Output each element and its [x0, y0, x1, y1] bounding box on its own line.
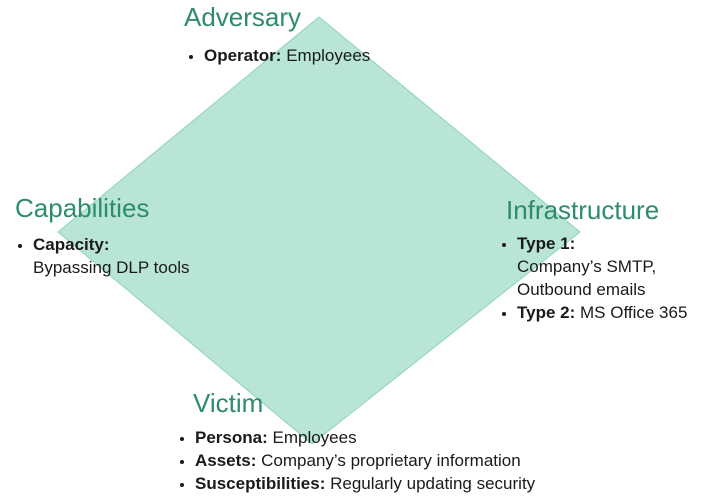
adversary-list: Operator: Employees: [186, 44, 504, 67]
item-value: Employees: [286, 46, 370, 65]
list-item: Operator: Employees: [204, 44, 504, 67]
item-value: Company’s proprietary information: [261, 451, 521, 470]
item-label: Assets:: [195, 451, 256, 470]
item-label: Capacity:: [33, 233, 293, 256]
list-item: Type 2: MS Office 365: [517, 301, 717, 324]
item-value-line1: Company’s SMTP,: [517, 255, 717, 278]
victim-heading: Victim: [193, 388, 263, 418]
capabilities-heading: Capabilities: [15, 193, 149, 223]
item-value: Employees: [272, 428, 356, 447]
item-label: Operator:: [204, 46, 281, 65]
item-label: Susceptibilities:: [195, 474, 325, 493]
item-value: Bypassing DLP tools: [33, 256, 293, 279]
list-item: Type 1: Company’s SMTP, Outbound emails: [517, 232, 717, 301]
item-value: MS Office 365: [580, 303, 687, 322]
list-item: Assets: Company’s proprietary informatio…: [195, 449, 717, 472]
list-item: Susceptibilities: Regularly updating sec…: [195, 472, 717, 495]
list-item: Persona: Employees: [195, 426, 717, 449]
adversary-heading: Adversary: [184, 2, 301, 32]
item-label: Persona:: [195, 428, 268, 447]
item-label: Type 2:: [517, 303, 575, 322]
capabilities-list: Capacity: Bypassing DLP tools: [15, 233, 293, 279]
victim-list: Persona: Employees Assets: Company’s pro…: [177, 426, 717, 495]
item-value-line2: Outbound emails: [517, 278, 717, 301]
infrastructure-list: Type 1: Company’s SMTP, Outbound emails …: [499, 232, 717, 324]
list-item: Capacity: Bypassing DLP tools: [33, 233, 293, 279]
item-label: Type 1:: [517, 232, 717, 255]
infrastructure-heading: Infrastructure: [506, 195, 659, 225]
diamond-polygon: [58, 17, 580, 444]
item-value: Regularly updating security: [330, 474, 535, 493]
